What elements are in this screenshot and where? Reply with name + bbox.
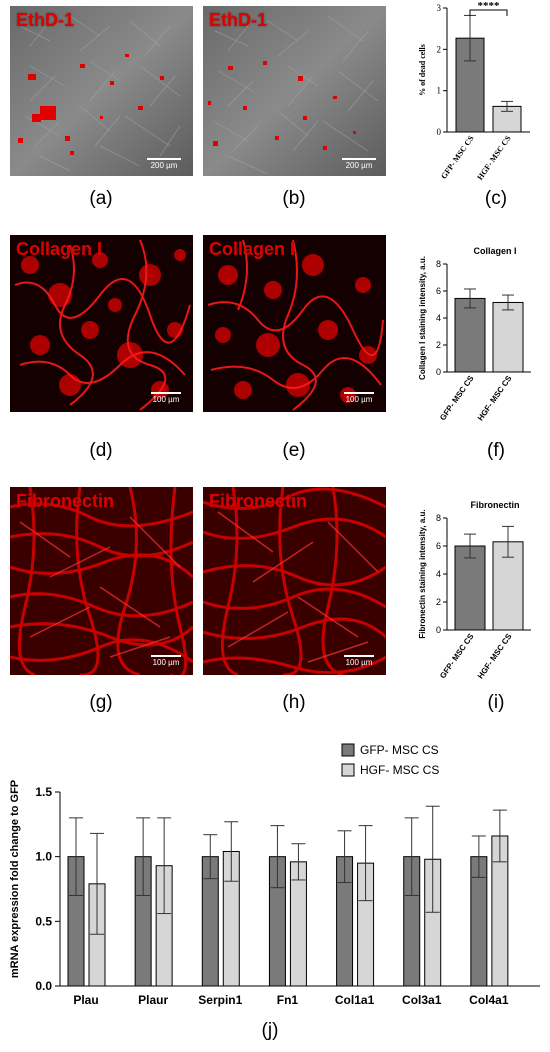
micrograph-g-label: Fibronectin bbox=[16, 491, 114, 511]
panel-label-d: (d) bbox=[89, 440, 113, 461]
panel-label-c: (c) bbox=[484, 188, 508, 209]
chart-f: Collagen I 0 2 4 6 8 Collagen I staining inten… bbox=[395, 220, 550, 435]
chart-i-category-label: HGF- MSC CS bbox=[476, 631, 514, 680]
chart-j-legend-label: GFP- MSC CS bbox=[360, 743, 439, 757]
chart-j-category-label: Serpin1 bbox=[198, 993, 242, 1007]
chart-f-ytick-label: 0 bbox=[436, 367, 441, 377]
scale-bar-a-text: 200 µm bbox=[150, 161, 178, 170]
chart-f-category-label: HGF- MSC CS bbox=[476, 373, 514, 422]
chart-f-title: Collagen I bbox=[473, 246, 516, 256]
micrograph-b-image bbox=[203, 6, 386, 176]
chart-i-title: Fibronectin bbox=[471, 500, 520, 510]
scale-bar-h-text: 100 µm bbox=[345, 658, 373, 667]
chart-f-category-label: GFP- MSC CS bbox=[438, 373, 476, 422]
chart-f-bar bbox=[454, 297, 486, 373]
chart-j-legend-swatch bbox=[341, 743, 355, 757]
chart-j-category-label: Fn1 bbox=[277, 993, 299, 1007]
scale-bar-h: 100 µm bbox=[344, 655, 374, 667]
micrograph-g: Fibronectin 100 µm bbox=[10, 487, 193, 675]
panel-label-f: (f) bbox=[487, 440, 505, 461]
chart-j-category-label: Col4a1 bbox=[469, 993, 509, 1007]
scale-bar-g-text: 100 µm bbox=[152, 658, 180, 667]
micrograph-a: EthD-1 200 µm bbox=[10, 6, 193, 176]
micrograph-h: Fibronectin 100 µm bbox=[203, 487, 386, 675]
chart-f-ytick-label: 4 bbox=[436, 313, 441, 323]
chart-f-svg: Collagen I 0 2 4 6 8 Collagen I staining inten… bbox=[418, 246, 531, 422]
chart-j-ylabel: mRNA expression fold change to GFP bbox=[9, 780, 21, 978]
micrograph-e-image bbox=[203, 235, 386, 412]
scale-bar-e-text: 100 µm bbox=[345, 395, 373, 404]
micrograph-h-label: Fibronectin bbox=[209, 491, 307, 511]
chart-i-ylabel: Fibronectin staining intensity, a.u. bbox=[418, 509, 427, 638]
micrograph-a-image bbox=[10, 6, 193, 176]
micrograph-d-image bbox=[10, 235, 193, 412]
chart-c-significance-label: **** bbox=[478, 0, 501, 12]
chart-c-ytick-label: 1 bbox=[437, 86, 442, 96]
chart-i-ytick-label: 0 bbox=[436, 625, 441, 635]
chart-j-ytick-label: 0.0 bbox=[35, 979, 52, 993]
scale-bar-d-text: 100 µm bbox=[152, 395, 180, 404]
chart-j-bar bbox=[289, 861, 307, 987]
micrograph-g-image bbox=[10, 487, 193, 675]
chart-c-category-label: GFP- MSC CS bbox=[439, 134, 476, 181]
chart-j-svg: 0.0 0.5 1.0 1.5 mRNA expression fold change … bbox=[9, 743, 540, 1007]
micrograph-e: Collagen I 100 µm bbox=[203, 235, 386, 412]
micrograph-h-image bbox=[203, 487, 386, 675]
chart-c-svg: 0 1 2 3 % of dead cells GFP- MSC CS HGF- MSC C… bbox=[418, 0, 530, 182]
micrograph-d: Collagen I 100 µm bbox=[10, 235, 193, 412]
chart-c-ytick-label: 2 bbox=[437, 44, 442, 54]
chart-i-ytick-label: 2 bbox=[436, 597, 441, 607]
chart-f-ytick-label: 8 bbox=[436, 259, 441, 269]
chart-f-ytick-label: 6 bbox=[436, 286, 441, 296]
panel-label-a: (a) bbox=[89, 188, 113, 209]
chart-i-ytick-label: 8 bbox=[436, 513, 441, 523]
micrograph-b-label: EthD-1 bbox=[209, 10, 267, 30]
chart-j-ytick-label: 0.5 bbox=[35, 914, 52, 928]
scale-bar-b-text: 200 µm bbox=[345, 161, 373, 170]
scale-bar-g: 100 µm bbox=[151, 655, 181, 667]
chart-c-category-label: HGF- MSC CS bbox=[475, 134, 513, 182]
chart-f-ylabel: Collagen I staining intensity, a.u. bbox=[418, 256, 427, 380]
chart-j-category-label: Plau bbox=[73, 993, 98, 1007]
chart-i-svg: Fibronectin 0 2 4 6 8 Fibronectin staining int… bbox=[418, 500, 531, 680]
chart-j-legend-swatch bbox=[341, 763, 355, 777]
chart-i-ytick-label: 6 bbox=[436, 541, 441, 551]
micrograph-b: EthD-1 200 µm bbox=[203, 6, 386, 176]
chart-j-category-label: Col1a1 bbox=[335, 993, 375, 1007]
panel-label-i: (i) bbox=[487, 692, 505, 713]
scale-bar-a: 200 µm bbox=[147, 158, 181, 170]
chart-c-ytick-label: 3 bbox=[437, 3, 442, 13]
chart-c-ylabel: % of dead cells bbox=[418, 44, 427, 96]
chart-c-significance-bracket bbox=[469, 9, 508, 16]
scale-bar-b: 200 µm bbox=[342, 158, 376, 170]
chart-i-ytick-label: 4 bbox=[436, 569, 441, 579]
panel-label-g: (g) bbox=[89, 692, 113, 713]
panel-label-h: (h) bbox=[282, 692, 306, 713]
chart-f-bar bbox=[492, 301, 524, 373]
scale-bar-d: 100 µm bbox=[151, 392, 181, 404]
chart-i-category-label: GFP- MSC CS bbox=[438, 631, 476, 680]
panel-label-b: (b) bbox=[282, 188, 306, 209]
panel-label-e: (e) bbox=[282, 440, 306, 461]
chart-j-ytick-label: 1.0 bbox=[35, 850, 52, 864]
scale-bar-e: 100 µm bbox=[344, 392, 374, 404]
chart-j: 0.0 0.5 1.0 1.5 mRNA expression fold change … bbox=[0, 730, 550, 1020]
chart-j-ytick-label: 1.5 bbox=[35, 785, 52, 799]
chart-j-category-label: Plaur bbox=[138, 993, 168, 1007]
micrograph-e-label: Collagen I bbox=[209, 239, 296, 259]
chart-c-ytick-label: 0 bbox=[437, 127, 442, 137]
micrograph-d-label: Collagen I bbox=[16, 239, 103, 259]
chart-j-category-label: Col3a1 bbox=[402, 993, 442, 1007]
micrograph-a-label: EthD-1 bbox=[16, 10, 74, 30]
chart-c: 0 1 2 3 % of dead cells GFP- MSC CS HGF- MSC C… bbox=[395, 0, 550, 185]
chart-i: Fibronectin 0 2 4 6 8 Fibronectin staining int… bbox=[395, 478, 550, 690]
chart-f-ytick-label: 2 bbox=[436, 340, 441, 350]
chart-i-bar bbox=[454, 545, 486, 631]
panel-label-j: (j) bbox=[261, 1020, 279, 1041]
chart-j-legend-label: HGF- MSC CS bbox=[360, 763, 439, 777]
